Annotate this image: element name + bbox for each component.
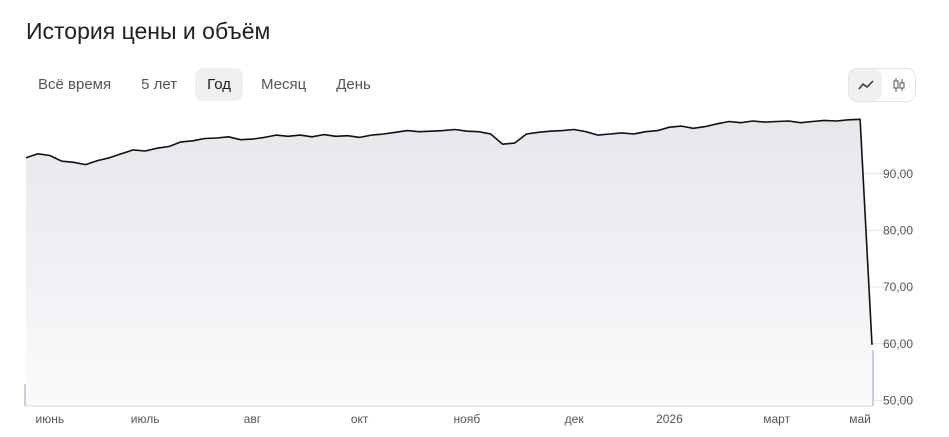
y-tick-label: 80,00	[883, 224, 913, 238]
period-tabs: Всё время 5 лет Год Месяц День	[26, 68, 383, 101]
chart-type-switch	[848, 68, 916, 102]
line-chart-button[interactable]	[849, 69, 882, 101]
y-tick-label: 50,00	[883, 394, 913, 408]
x-tick-label: май	[849, 412, 871, 426]
period-tab[interactable]: 5 лет	[141, 76, 178, 93]
x-tick-label: июнь	[36, 412, 65, 426]
period-tab[interactable]: Месяц	[260, 76, 307, 93]
x-tick-label: июль	[131, 412, 160, 426]
widget-title: История цены и объём	[26, 18, 271, 44]
y-tick-label: 60,00	[883, 337, 913, 351]
x-tick-label: 2026	[656, 412, 683, 426]
price-area	[26, 119, 872, 407]
period-tab[interactable]: Всё время	[38, 76, 112, 93]
x-tick-label: март	[763, 412, 790, 426]
y-tick-label: 90,00	[883, 167, 913, 181]
x-tick-label: дек	[565, 412, 585, 426]
x-tick-label: нояб	[454, 412, 481, 426]
price-line	[25, 118, 873, 345]
period-tab[interactable]: Год	[195, 68, 243, 101]
x-tick-label: окт	[351, 412, 369, 426]
y-tick-label: 70,00	[883, 280, 913, 294]
candle-chart-button[interactable]	[882, 69, 915, 101]
x-tick-label: авг	[244, 412, 262, 426]
period-tab[interactable]: День	[336, 76, 371, 93]
